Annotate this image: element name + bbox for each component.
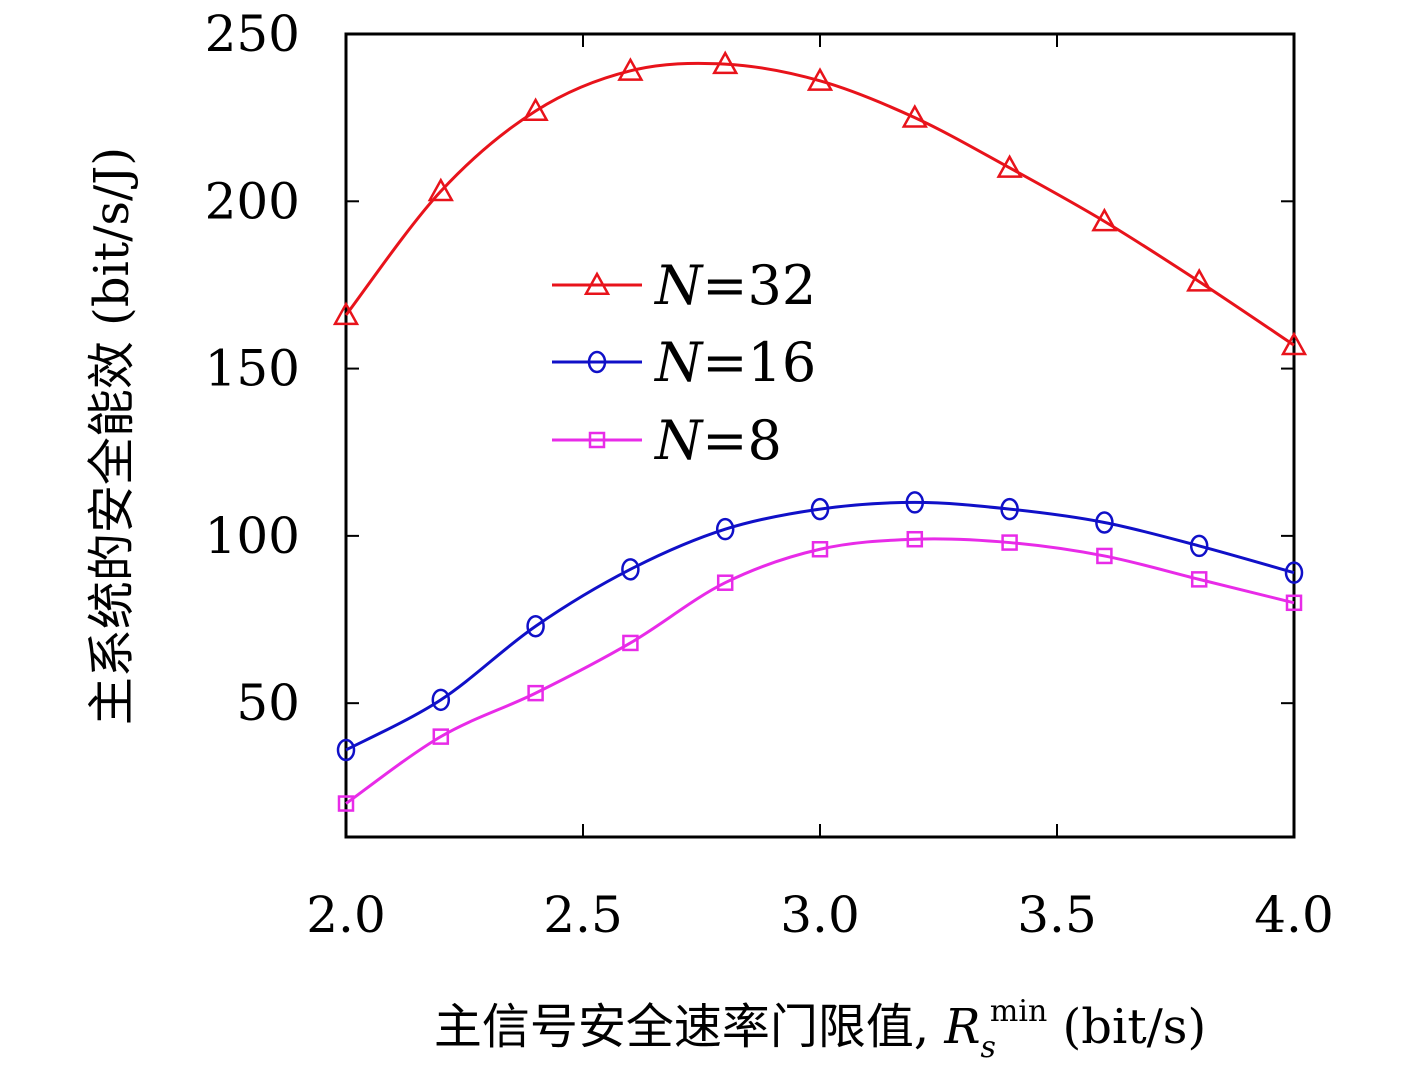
legend-var: N: [653, 331, 704, 394]
square-marker: [1096, 547, 1113, 565]
square-marker: [1285, 594, 1303, 612]
circle-marker: [1000, 497, 1019, 521]
square-marker: [716, 574, 734, 591]
square-marker: [527, 684, 544, 702]
circle-marker: [715, 517, 735, 541]
plot-area: [344, 32, 1296, 839]
x-axis-symbol-sup: min: [990, 994, 1047, 1029]
legend-label: N=16: [653, 331, 816, 394]
x-axis-symbol: R: [943, 999, 980, 1055]
triangle-marker: [806, 67, 834, 91]
legend-label: N=32: [653, 254, 816, 317]
legend-var: N: [653, 254, 704, 317]
series-8: [337, 530, 1303, 812]
series-32: [332, 50, 1308, 356]
x-axis-title-text: 主信号安全速率门限值,: [434, 999, 945, 1055]
circle-marker: [526, 614, 545, 638]
y-tick-label: 100: [205, 507, 300, 565]
axis-ticks: 2.0 2.5 3.0 3.5 4.0 50 100 150 200 250: [205, 5, 1334, 944]
triangle-marker: [1280, 331, 1308, 356]
legend-value: =16: [702, 331, 816, 394]
legend-value: =32: [702, 254, 816, 317]
square-marker: [622, 634, 639, 652]
triangle-marker: [332, 301, 360, 326]
x-tick-label: 3.0: [780, 886, 860, 944]
series-line: [345, 537, 1295, 805]
square-marker: [1190, 571, 1208, 588]
triangle-marker: [901, 104, 928, 128]
y-axis-title: 主系统的安全能效 (bit/s/J): [84, 147, 140, 725]
legend-label: N=8: [653, 409, 782, 472]
legend-item: N=32: [552, 254, 816, 317]
series-16: [336, 491, 1304, 762]
legend-item: N=8: [552, 409, 782, 472]
circle-marker: [431, 688, 451, 712]
legend: N=32N=16N=8: [552, 254, 816, 472]
circle-marker: [905, 491, 925, 514]
square-marker: [588, 431, 606, 449]
circle-marker: [621, 558, 640, 581]
x-tick-label: 2.0: [306, 886, 386, 944]
triangle-marker: [1186, 268, 1213, 292]
triangle-marker: [522, 97, 549, 122]
square-marker: [811, 541, 829, 558]
y-tick-label: 150: [205, 340, 300, 398]
y-tick-label: 200: [205, 172, 300, 230]
square-marker: [432, 728, 450, 745]
circle-marker: [336, 738, 356, 762]
square-marker: [337, 795, 355, 812]
triangle-marker: [617, 57, 644, 81]
square-marker: [906, 530, 924, 548]
triangle-marker: [427, 177, 454, 202]
x-axis-unit: (bit/s): [1047, 999, 1206, 1055]
legend-item: N=16: [552, 331, 816, 394]
square-marker: [1001, 534, 1018, 551]
triangle-marker: [712, 50, 739, 75]
x-axis-title: 主信号安全速率门限值, Rsmin (bit/s): [434, 994, 1206, 1065]
series-layer: [332, 50, 1308, 812]
circle-marker: [587, 350, 607, 374]
circle-marker: [810, 497, 830, 521]
x-tick-label: 3.5: [1017, 886, 1097, 944]
circle-marker: [1095, 511, 1114, 534]
x-tick-label: 2.5: [543, 886, 623, 944]
y-tick-label: 50: [236, 674, 300, 732]
x-tick-label: 4.0: [1254, 886, 1334, 944]
x-axis-symbol-sub: s: [981, 1030, 996, 1065]
series-line: [345, 500, 1295, 752]
triangle-marker: [996, 154, 1023, 178]
triangle-marker: [1091, 207, 1118, 232]
legend-value: =8: [702, 409, 782, 472]
legend-var: N: [653, 409, 704, 472]
circle-marker: [1284, 561, 1304, 584]
series-line: [344, 61, 1295, 347]
triangle-marker: [583, 271, 611, 296]
y-tick-label: 250: [205, 5, 300, 63]
circle-marker: [1189, 534, 1209, 558]
